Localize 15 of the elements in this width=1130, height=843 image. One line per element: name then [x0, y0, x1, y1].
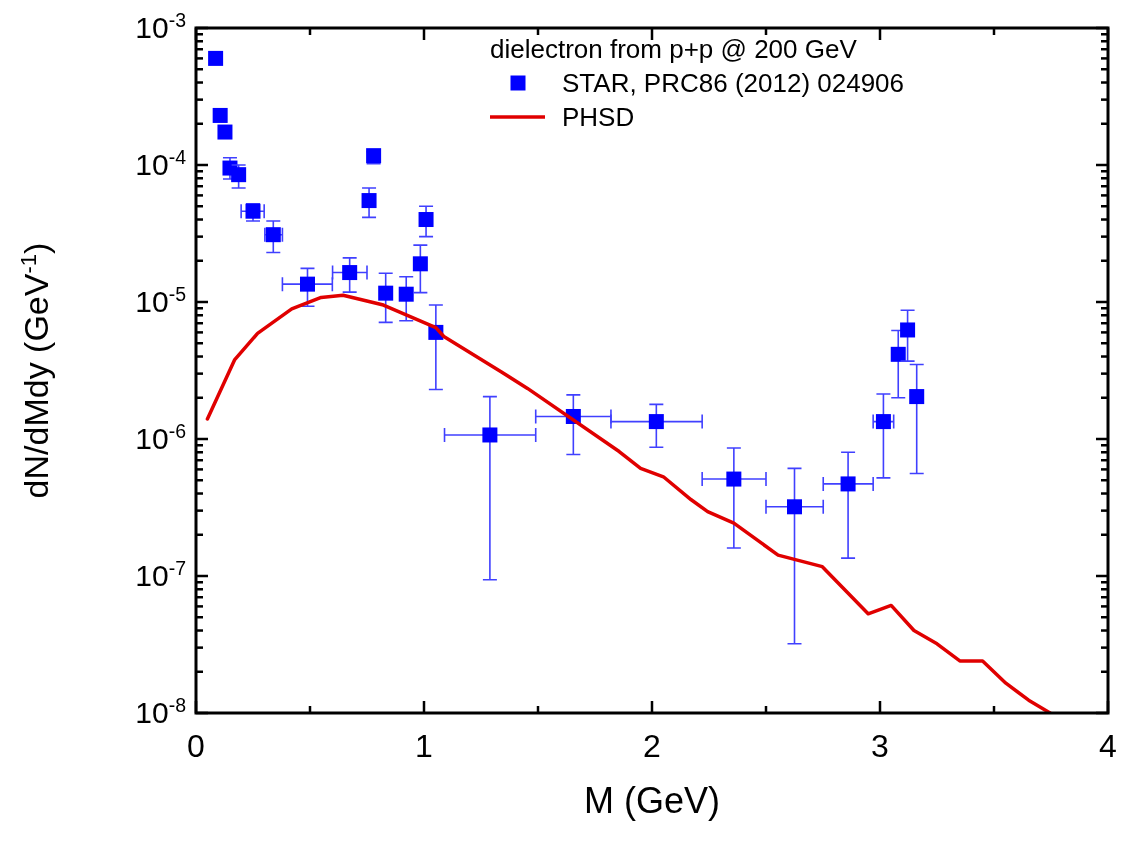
x-tick-label: 1: [415, 728, 433, 764]
legend-label: STAR, PRC86 (2012) 024906: [562, 68, 905, 98]
legend-title: dielectron from p+p @ 200 GeV: [490, 34, 858, 64]
y-tick-label: 10$^{-8}$: [135, 694, 186, 729]
x-tick-label: 4: [1099, 728, 1117, 764]
y-tick-label: 10$^{-3}$: [135, 9, 186, 44]
legend-label: PHSD: [562, 102, 635, 132]
x-tick-label: 3: [871, 728, 889, 764]
x-axis-title: M (GeV): [583, 780, 721, 821]
x-tick-label: 2: [643, 728, 661, 764]
y-tick-label: 10$^{-5}$: [135, 283, 187, 318]
y-tick-label: 10$^{-7}$: [135, 557, 186, 592]
y-tick-label: 10$^{-6}$: [135, 420, 186, 455]
y-tick-label: 10$^{-4}$: [135, 146, 187, 181]
x-tick-label: 0: [187, 728, 205, 764]
